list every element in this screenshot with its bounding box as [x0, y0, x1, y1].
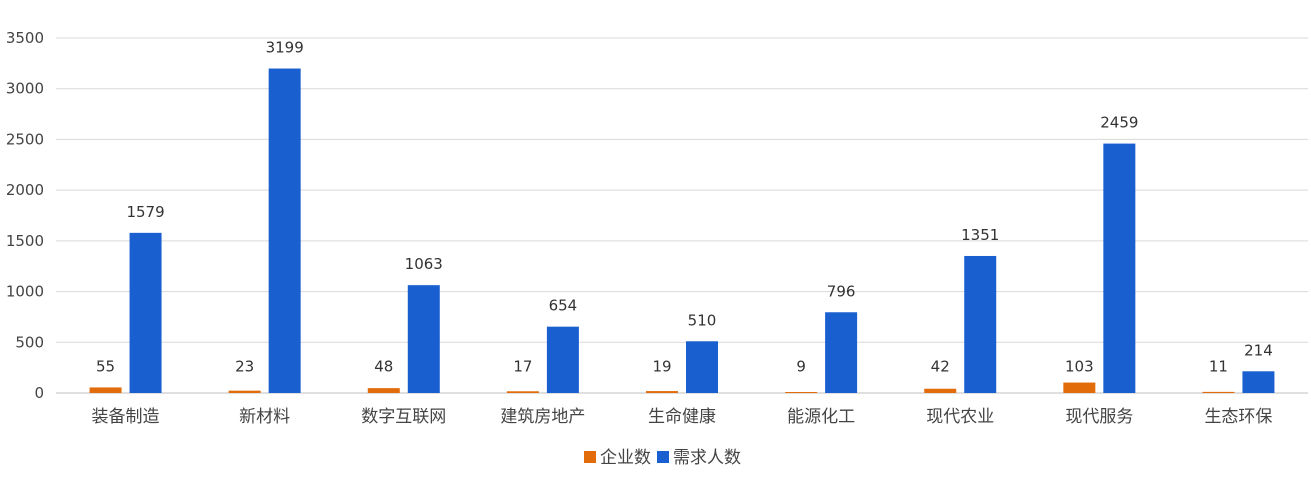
- legend-label: 企业数: [600, 448, 651, 468]
- bar: [367, 388, 400, 393]
- y-tick-label: 1500: [6, 232, 44, 250]
- data-label: 2459: [1100, 114, 1138, 132]
- x-tick-label: 建筑房地产: [500, 407, 585, 427]
- x-tick-label: 生命健康: [648, 407, 716, 427]
- bar: [924, 388, 957, 393]
- data-label: 11: [1209, 357, 1228, 375]
- legend-swatch: [657, 451, 669, 463]
- data-label: 654: [549, 297, 578, 315]
- x-tick-label: 能源化工: [787, 407, 855, 427]
- data-label: 3199: [266, 39, 304, 57]
- data-labels: 55 1579 23 3199 48 1063 17 654 19 510 9 796 42 1351 10…: [96, 39, 1273, 376]
- x-tick-label: 装备制造: [92, 407, 160, 427]
- data-label: 17: [513, 357, 532, 375]
- bar: [268, 68, 301, 393]
- bar: [1202, 391, 1235, 393]
- bars: [89, 68, 1275, 393]
- x-tick-label: 新材料: [239, 407, 290, 427]
- data-label: 510: [688, 311, 717, 329]
- data-label: 1351: [961, 226, 999, 244]
- bar: [89, 387, 122, 393]
- y-axis: 0 500 1000 1500 2000 2500 3000 3500: [6, 29, 44, 402]
- bar: [546, 326, 579, 393]
- data-label: 42: [931, 357, 950, 375]
- y-tick-label: 1000: [6, 283, 44, 301]
- y-tick-label: 500: [15, 333, 44, 351]
- bar: [785, 392, 818, 393]
- bar: [1103, 143, 1136, 393]
- data-label: 214: [1244, 341, 1273, 359]
- x-tick-label: 生态环保: [1204, 407, 1272, 427]
- bar: [1242, 371, 1275, 393]
- legend: 企业数 需求人数: [584, 448, 741, 468]
- bar: [228, 390, 261, 393]
- bar: [506, 391, 539, 393]
- data-label: 103: [1065, 357, 1094, 375]
- bar: [825, 312, 858, 393]
- bar: [646, 391, 678, 393]
- y-tick-label: 3000: [6, 80, 44, 98]
- gridlines: [56, 37, 1308, 394]
- data-label: 9: [796, 357, 806, 375]
- bar: [129, 232, 162, 393]
- legend-swatch: [584, 451, 596, 463]
- bar: [964, 255, 997, 393]
- data-label: 796: [827, 282, 856, 300]
- data-label: 1579: [126, 203, 164, 221]
- y-tick-label: 3500: [6, 29, 44, 47]
- bar: [1063, 382, 1096, 393]
- legend-label: 需求人数: [673, 448, 741, 468]
- y-tick-label: 2000: [6, 181, 44, 199]
- data-label: 1063: [405, 255, 443, 273]
- x-tick-label: 现代服务: [1065, 407, 1133, 427]
- data-label: 19: [652, 357, 671, 375]
- y-tick-label: 0: [34, 384, 44, 402]
- data-label: 48: [374, 357, 393, 375]
- data-label: 23: [235, 357, 254, 375]
- x-axis: 装备制造 新材料 数字互联网 建筑房地产 生命健康 能源化工 现代农业 现代服务 生态环保: [92, 407, 1273, 427]
- y-tick-label: 2500: [6, 130, 44, 148]
- x-tick-label: 数字互联网: [361, 407, 446, 427]
- x-tick-label: 现代农业: [926, 407, 994, 427]
- bar: [686, 341, 718, 393]
- bar: [407, 285, 440, 393]
- data-label: 55: [96, 357, 115, 375]
